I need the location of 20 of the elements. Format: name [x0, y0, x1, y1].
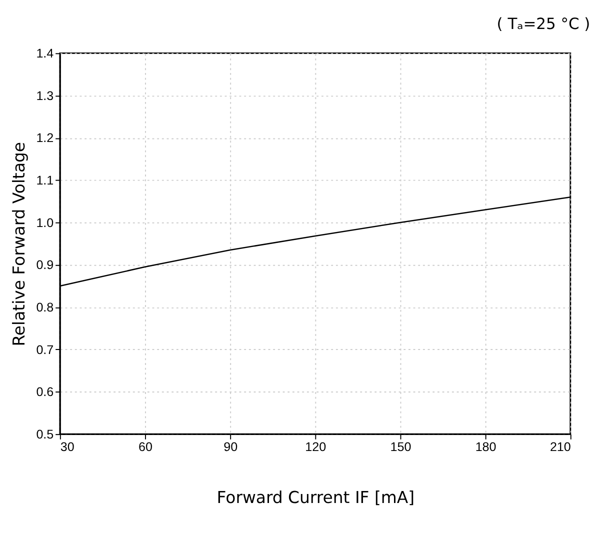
- y-tick-label: 0.8: [36, 300, 54, 314]
- x-axis-title: Forward Current IF [mA]: [216, 488, 415, 508]
- x-tick-label: 120: [305, 440, 326, 454]
- y-tick-label: 0.6: [36, 385, 54, 400]
- y-tick-label: 1.4: [36, 46, 54, 61]
- y-tick-label: 1.0: [36, 216, 54, 230]
- y-tick-label: 1.1: [36, 173, 54, 188]
- y-tick-label: 1.2: [36, 131, 54, 146]
- y-tick-label: 0.5: [36, 427, 54, 442]
- y-axis-title: Relative Forward Voltage: [10, 142, 29, 346]
- x-tick-label: 90: [224, 440, 238, 454]
- y-tick-label: 1.3: [36, 88, 54, 103]
- x-tick-label: 30: [60, 440, 74, 454]
- x-tick-label: 150: [390, 440, 412, 454]
- x-tick-label: 180: [475, 440, 496, 454]
- x-tick-label: 60: [138, 440, 152, 454]
- y-tick-label: 0.7: [36, 342, 54, 357]
- y-tick-label: 0.9: [36, 258, 54, 272]
- text: ( Tₐ=25 °C ): [496, 15, 590, 34]
- x-tick-label: 210: [550, 440, 571, 454]
